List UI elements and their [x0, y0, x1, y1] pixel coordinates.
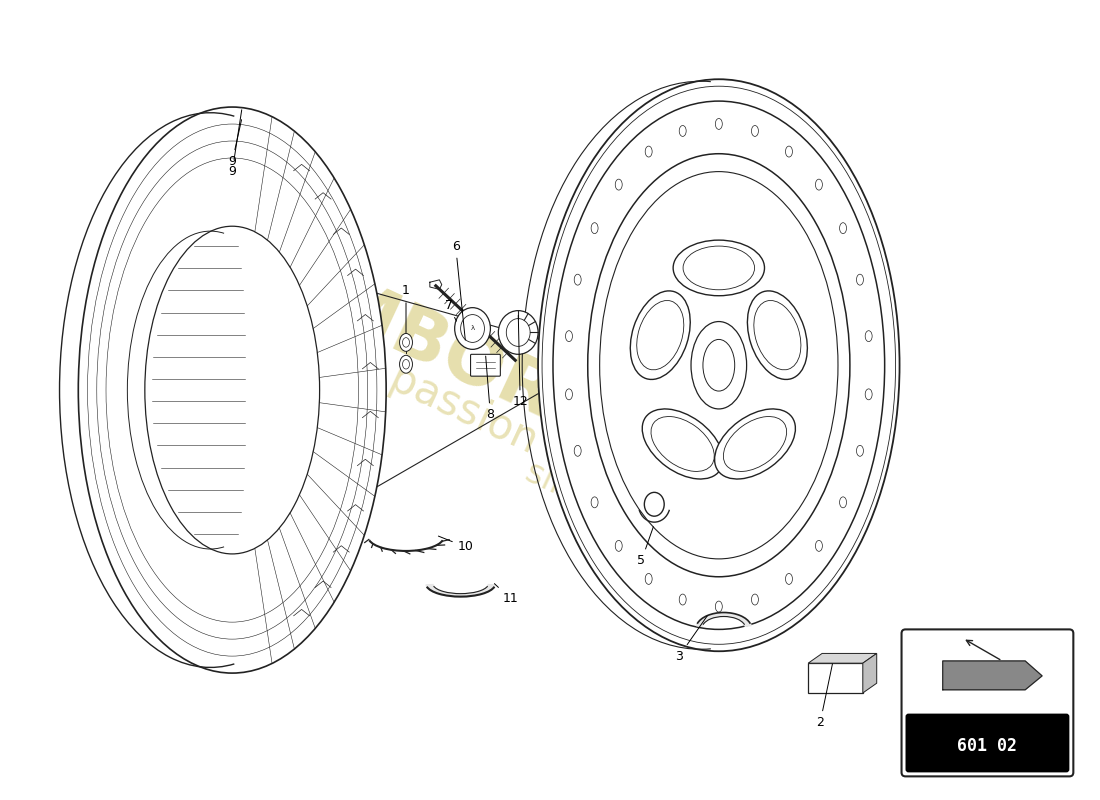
- Ellipse shape: [574, 446, 581, 456]
- Ellipse shape: [615, 179, 623, 190]
- Ellipse shape: [498, 310, 538, 354]
- Polygon shape: [426, 585, 495, 597]
- Ellipse shape: [615, 541, 623, 551]
- Ellipse shape: [78, 107, 386, 673]
- Ellipse shape: [857, 446, 864, 456]
- Polygon shape: [943, 661, 1042, 690]
- Ellipse shape: [839, 497, 847, 508]
- Text: 11: 11: [494, 584, 518, 605]
- Ellipse shape: [839, 222, 847, 234]
- Ellipse shape: [857, 274, 864, 285]
- Text: passion for parts: passion for parts: [383, 357, 717, 542]
- Ellipse shape: [538, 79, 900, 651]
- Text: 1: 1: [403, 284, 410, 333]
- Ellipse shape: [751, 126, 758, 137]
- Ellipse shape: [574, 274, 581, 285]
- Ellipse shape: [145, 226, 320, 554]
- Polygon shape: [808, 663, 862, 693]
- Text: 9: 9: [229, 110, 242, 178]
- Ellipse shape: [630, 291, 690, 379]
- Text: 4: 4: [920, 640, 951, 653]
- Ellipse shape: [565, 330, 572, 342]
- Text: 2: 2: [816, 664, 833, 730]
- Text: LAMBORGHINI: LAMBORGHINI: [223, 226, 778, 534]
- Polygon shape: [808, 654, 877, 663]
- Ellipse shape: [715, 601, 723, 612]
- Ellipse shape: [587, 154, 850, 577]
- Text: 9: 9: [229, 120, 242, 168]
- Ellipse shape: [646, 146, 652, 157]
- Polygon shape: [902, 638, 933, 668]
- Ellipse shape: [815, 541, 823, 551]
- Polygon shape: [696, 613, 751, 626]
- Text: λ: λ: [471, 326, 474, 331]
- Text: 3: 3: [675, 616, 707, 662]
- Ellipse shape: [645, 492, 664, 516]
- Ellipse shape: [866, 330, 872, 342]
- Text: 12: 12: [513, 315, 528, 409]
- Ellipse shape: [642, 409, 723, 479]
- Text: 7: 7: [444, 299, 456, 321]
- Ellipse shape: [399, 334, 412, 351]
- Text: 10: 10: [439, 536, 473, 554]
- Ellipse shape: [399, 355, 412, 373]
- Ellipse shape: [679, 126, 686, 137]
- Text: 601 02: 601 02: [957, 737, 1018, 755]
- Ellipse shape: [454, 308, 491, 350]
- FancyBboxPatch shape: [471, 354, 501, 376]
- Ellipse shape: [715, 409, 795, 479]
- Text: 8: 8: [486, 356, 494, 422]
- Ellipse shape: [751, 594, 758, 605]
- Ellipse shape: [866, 389, 872, 400]
- Ellipse shape: [785, 146, 792, 157]
- Ellipse shape: [747, 291, 807, 379]
- Ellipse shape: [646, 574, 652, 584]
- Ellipse shape: [785, 574, 792, 584]
- Ellipse shape: [565, 389, 572, 400]
- Ellipse shape: [679, 594, 686, 605]
- Polygon shape: [862, 654, 877, 693]
- Ellipse shape: [673, 240, 764, 296]
- Ellipse shape: [691, 322, 747, 409]
- Text: since 1985: since 1985: [520, 456, 700, 562]
- Ellipse shape: [815, 179, 823, 190]
- Ellipse shape: [715, 118, 723, 130]
- FancyBboxPatch shape: [902, 630, 1074, 776]
- Text: 6: 6: [452, 239, 465, 340]
- FancyBboxPatch shape: [905, 714, 1069, 772]
- Ellipse shape: [591, 222, 598, 234]
- Ellipse shape: [591, 497, 598, 508]
- Text: 5: 5: [637, 526, 653, 567]
